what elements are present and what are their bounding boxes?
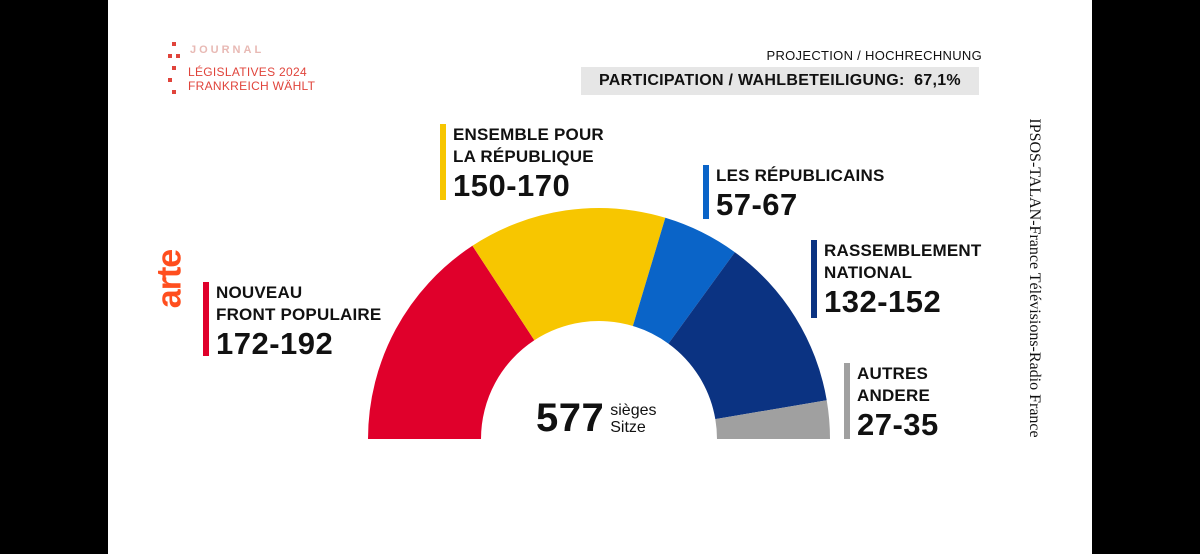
label-nfp-range: 172-192 bbox=[216, 326, 334, 361]
hemicycle-segment-2 bbox=[472, 207, 666, 341]
hemicycle-segment-4 bbox=[668, 252, 827, 420]
broadcast-frame: JOURNAL LÉGISLATIVES 2024 FRANKREICH WÄH… bbox=[108, 0, 1092, 554]
label-rn-range: 132-152 bbox=[824, 284, 942, 319]
label-ens-bar bbox=[440, 124, 446, 200]
label-ens-range: 150-170 bbox=[453, 168, 571, 203]
hemicycle-segment-3 bbox=[632, 217, 735, 344]
label-nfp-bar bbox=[203, 282, 209, 356]
label-rn-line2: NATIONAL bbox=[824, 263, 913, 282]
brand-line-2: FRANKREICH WÄHLT bbox=[188, 79, 316, 93]
label-ens-text: ENSEMBLE POUR LA RÉPUBLIQUE 150-170 bbox=[453, 124, 604, 204]
total-seats-number: 577 bbox=[536, 396, 605, 440]
participation-text: PARTICIPATION / WAHLBETEILIGUNG: 67,1% bbox=[599, 72, 961, 89]
label-rn-bar bbox=[811, 240, 817, 318]
label-lr-text: LES RÉPUBLICAINS 57-67 bbox=[716, 165, 885, 223]
label-autres-line1: AUTRES bbox=[857, 364, 929, 383]
label-nfp-line2: FRONT POPULAIRE bbox=[216, 305, 382, 324]
hemicycle-segment-5 bbox=[715, 400, 830, 439]
hemicycle-chart bbox=[368, 207, 830, 439]
label-rn-line1: RASSEMBLEMENT bbox=[824, 241, 982, 260]
label-nfp-text: NOUVEAU FRONT POPULAIRE 172-192 bbox=[216, 282, 381, 362]
label-ens-line1: ENSEMBLE POUR bbox=[453, 125, 604, 144]
label-nfp-line1: NOUVEAU bbox=[216, 283, 303, 302]
label-autres-line2: ANDERE bbox=[857, 386, 930, 405]
label-lr-bar bbox=[703, 165, 709, 219]
brand-mark-icon bbox=[168, 42, 180, 94]
participation-box: PARTICIPATION / WAHLBETEILIGUNG: 67,1% bbox=[581, 67, 979, 95]
label-autres-range: 27-35 bbox=[857, 407, 939, 442]
label-ens-line2: LA RÉPUBLIQUE bbox=[453, 147, 594, 166]
brand-line-1: LÉGISLATIVES 2024 bbox=[188, 65, 307, 79]
total-seats-units: sièges Sitze bbox=[610, 402, 656, 436]
label-autres-bar bbox=[844, 363, 850, 439]
label-lr-range: 57-67 bbox=[716, 187, 798, 222]
label-rn-text: RASSEMBLEMENT NATIONAL 132-152 bbox=[824, 240, 982, 320]
hemicycle-segment-1 bbox=[368, 245, 535, 439]
projection-label: PROJECTION / HOCHRECHNUNG bbox=[766, 48, 982, 63]
label-autres-text: AUTRES ANDERE 27-35 bbox=[857, 363, 939, 443]
label-lr-line1: LES RÉPUBLICAINS bbox=[716, 166, 885, 185]
total-unit-fr: sièges bbox=[610, 401, 657, 419]
total-seats: 577 sièges Sitze bbox=[536, 396, 657, 441]
total-unit-de: Sitze bbox=[610, 418, 646, 436]
journal-label: JOURNAL bbox=[190, 44, 265, 56]
